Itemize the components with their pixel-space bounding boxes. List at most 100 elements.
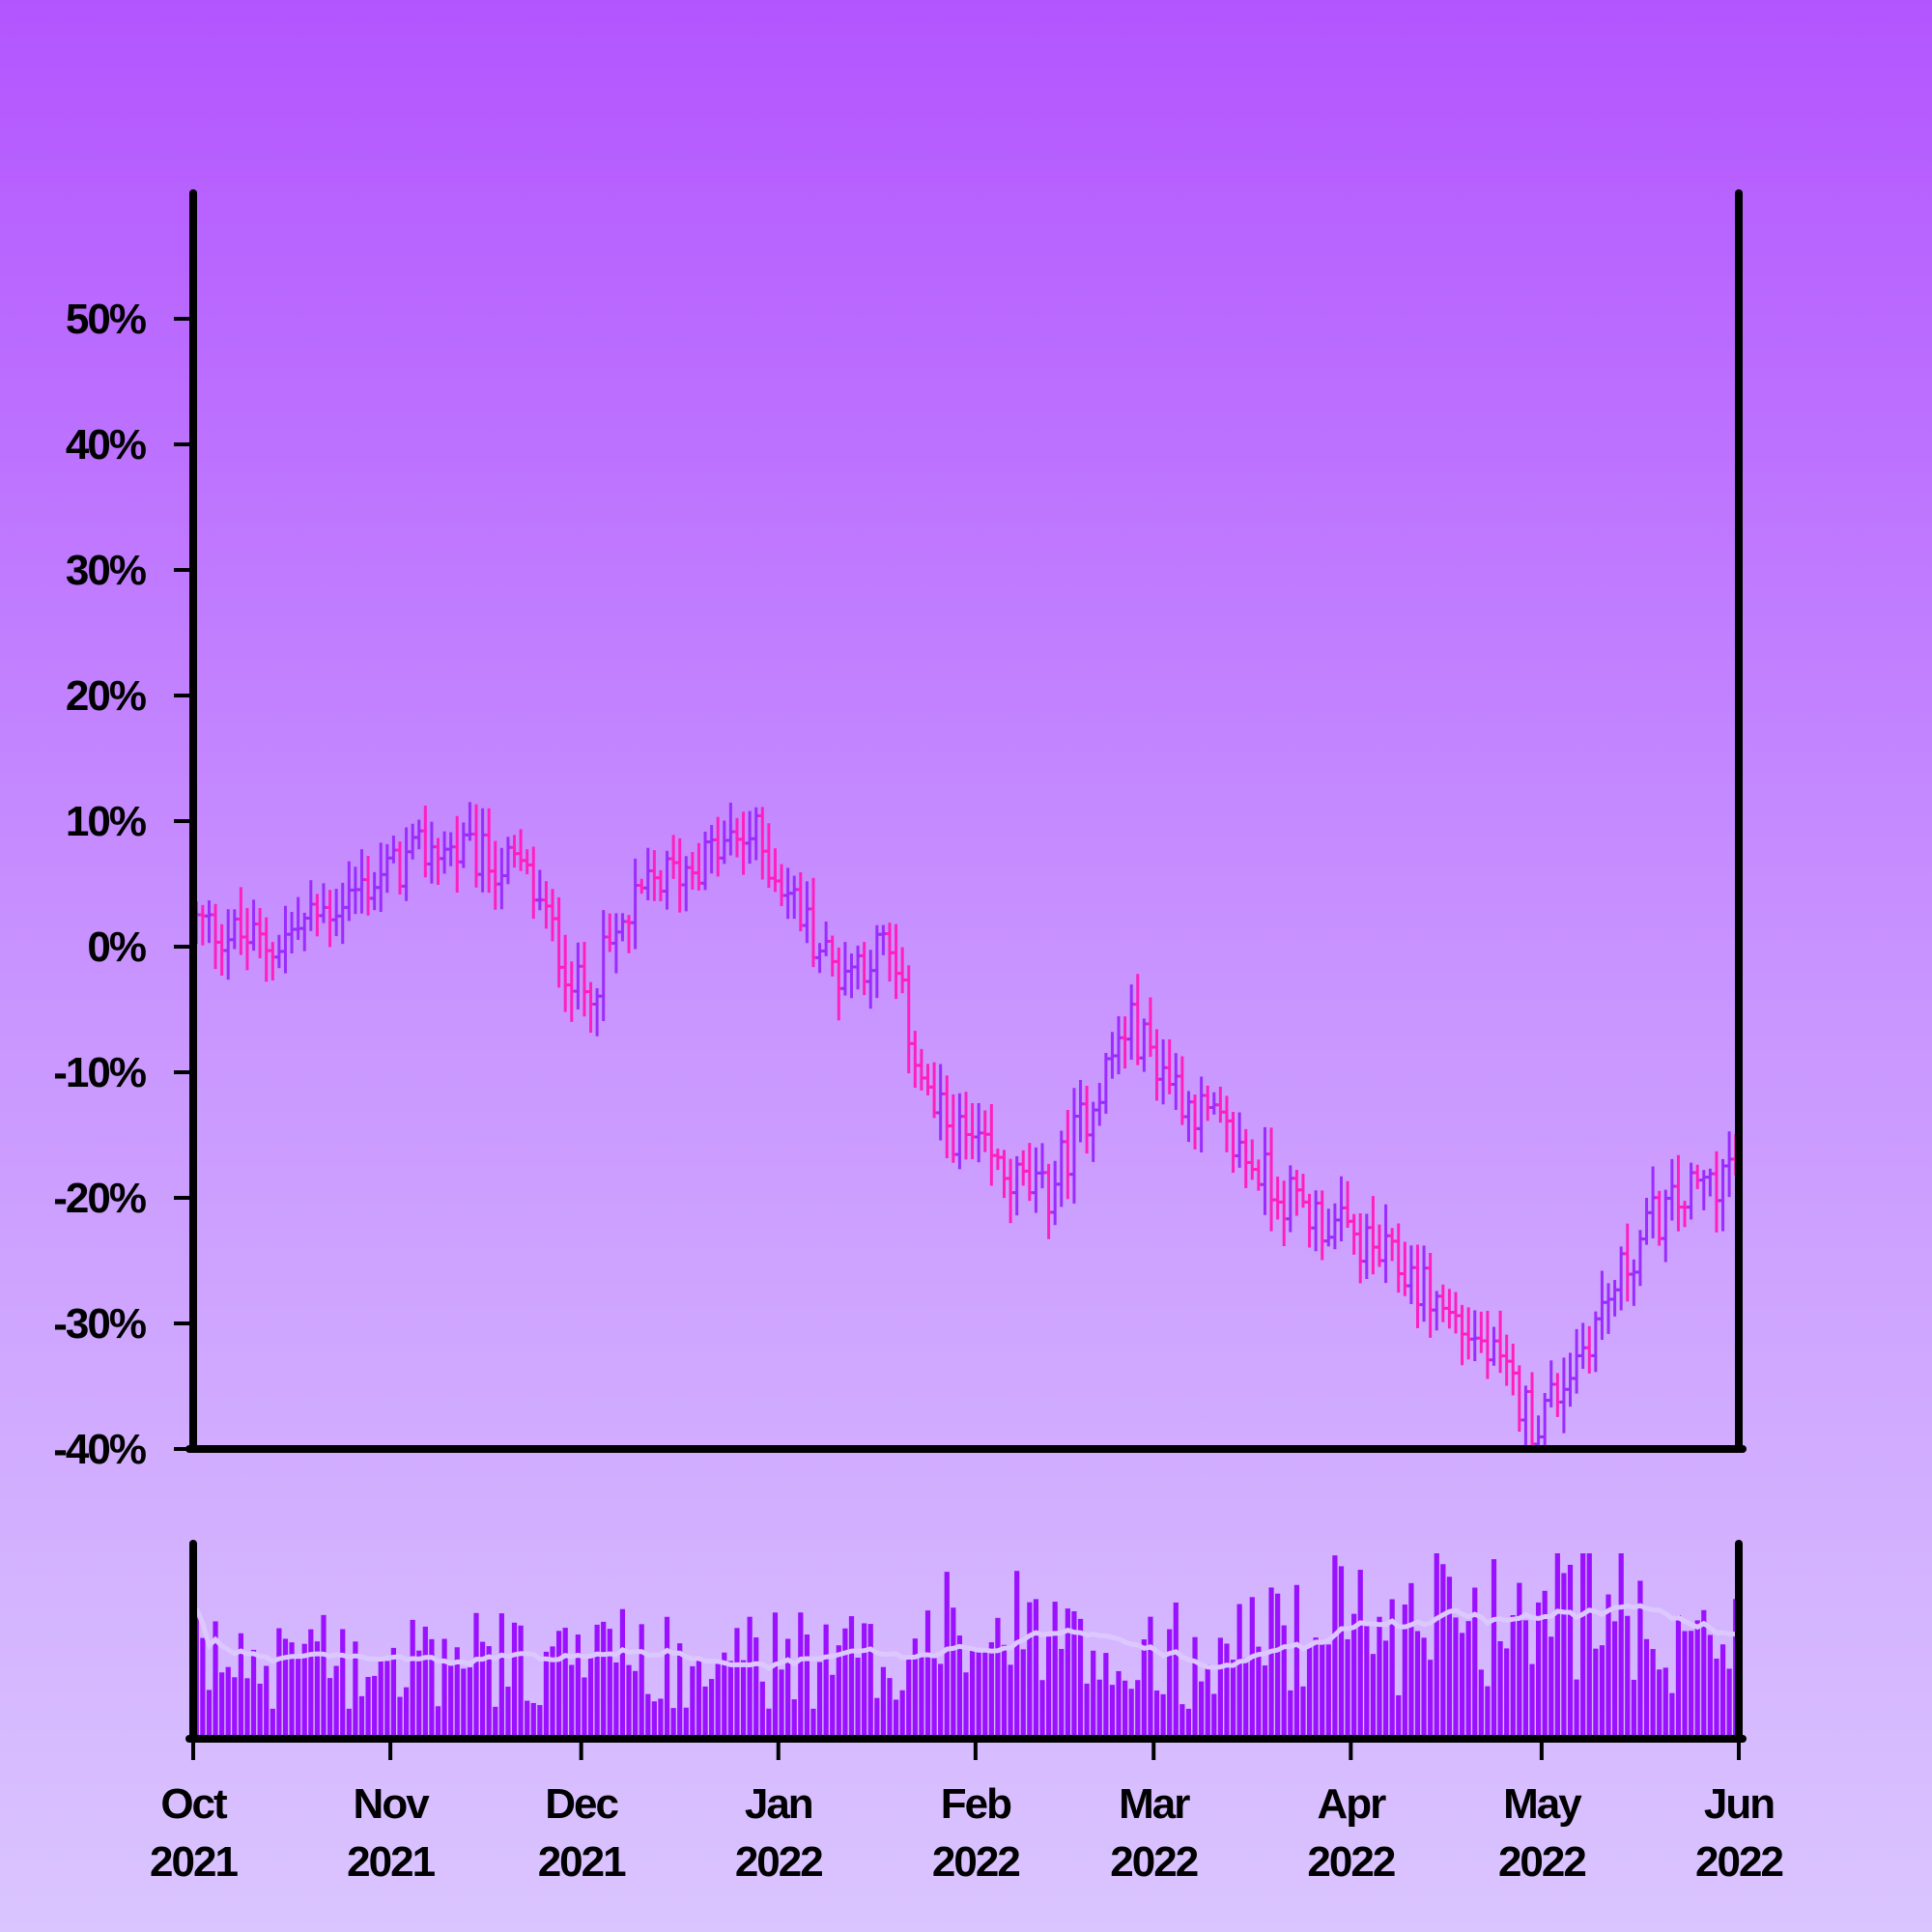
ohlc-bar (1069, 1088, 1078, 1204)
ohlc-bar (904, 965, 913, 1074)
ohlc-bar (1578, 1322, 1587, 1370)
ohlc-bar (1559, 1357, 1568, 1434)
ohlc-bar (1101, 1053, 1110, 1114)
volume-bar (734, 1628, 740, 1737)
ohlc-bar (790, 875, 799, 920)
volume-bar (518, 1625, 524, 1737)
volume-moving-average (194, 1603, 1736, 1672)
volume-bar (1077, 1618, 1084, 1737)
volume-bar (1542, 1590, 1548, 1737)
ohlc-bar (586, 981, 595, 1034)
ohlc-bar (835, 947, 843, 1021)
ohlc-bar (1693, 1164, 1702, 1189)
volume-bar (1453, 1617, 1459, 1737)
ohlc-bar (1133, 974, 1142, 1065)
ohlc-bar (638, 878, 646, 895)
volume-bar (441, 1638, 447, 1737)
volume-bar (677, 1643, 683, 1737)
volume-bar (1306, 1645, 1313, 1737)
ohlc-bar (872, 924, 881, 999)
ohlc-bar (1127, 984, 1136, 1061)
volume-bar (365, 1676, 371, 1737)
volume-bar (562, 1628, 568, 1737)
volume-bar (587, 1656, 594, 1737)
x-tick-label-month: Apr (1317, 1780, 1386, 1828)
ohlc-bar (993, 1149, 1002, 1171)
ohlc-bar (402, 827, 411, 901)
ohlc-bar (1681, 1201, 1690, 1228)
volume-bar (314, 1641, 320, 1737)
ohlc-bar (1236, 1112, 1244, 1168)
ohlc-bar (1293, 1170, 1301, 1216)
volume-bar (1205, 1664, 1210, 1737)
ohlc-bar (1369, 1196, 1378, 1275)
volume-bar (690, 1665, 696, 1737)
volume-bar (747, 1616, 753, 1737)
ohlc-bar (854, 945, 863, 990)
volume-bar (1173, 1602, 1179, 1737)
ohlc-bar (1598, 1270, 1606, 1340)
ohlc-bar (707, 825, 716, 874)
volume-bar (403, 1687, 410, 1737)
volume-bar (874, 1697, 880, 1737)
ohlc-bar (383, 843, 391, 894)
volume-bar (670, 1708, 676, 1737)
volume-bar (321, 1614, 327, 1737)
ohlc-bar (370, 871, 379, 911)
ohlc-bar (1528, 1372, 1537, 1447)
volume-bar (1434, 1553, 1439, 1737)
ohlc-bar (554, 896, 563, 988)
ohlc-bar (1642, 1197, 1651, 1245)
volume-bar (276, 1628, 282, 1737)
ohlc-bar (332, 889, 341, 937)
ohlc-bar (1197, 1076, 1206, 1153)
volume-bar (880, 1666, 887, 1737)
volume-bar (1554, 1553, 1560, 1737)
volume-bar (830, 1674, 836, 1737)
ohlc-bar (237, 887, 245, 955)
volume-bar (1370, 1654, 1376, 1737)
ohlc-bar (1401, 1241, 1409, 1296)
volume-bar (1300, 1686, 1306, 1737)
volume-bar (1694, 1620, 1700, 1737)
y-tick-label: -20% (53, 1175, 146, 1222)
volume-bar (1428, 1660, 1434, 1737)
volume-bar (1682, 1631, 1688, 1737)
volume-bar (683, 1707, 689, 1737)
volume-bar (238, 1633, 243, 1737)
volume-bar (976, 1648, 981, 1737)
ohlc-bar (778, 864, 786, 907)
volume-bar (461, 1668, 467, 1737)
volume-bar (702, 1686, 708, 1737)
ohlc-bar (618, 913, 627, 942)
volume-bar (1402, 1604, 1407, 1737)
x-tick-label-month: Oct (160, 1780, 228, 1828)
volume-bar (308, 1629, 314, 1737)
volume-panel: Oct 2021 Nov 2021 Dec 2021 Jan 2022 Feb 2022 Mar 20… (150, 1540, 1784, 1886)
ohlc-bar (1286, 1165, 1294, 1233)
ohlc-bar (631, 858, 639, 950)
ohlc-bar (879, 924, 888, 955)
volume-bar (1478, 1669, 1484, 1737)
ohlc-bar (1649, 1166, 1658, 1238)
ohlc-bar (606, 913, 614, 952)
volume-bar (1122, 1680, 1128, 1737)
volume-bar (467, 1667, 473, 1737)
ohlc-bar (1152, 1029, 1161, 1101)
volume-bar (358, 1695, 365, 1737)
volume-bar (1377, 1616, 1382, 1737)
ohlc-bar (414, 819, 423, 850)
ohlc-bar (1483, 1311, 1492, 1379)
volume-bar (1689, 1631, 1694, 1737)
volume-bar (709, 1679, 715, 1737)
volume-bar (1408, 1582, 1414, 1737)
x-tick-label-year: 2022 (1307, 1838, 1394, 1886)
x-tick-label-month: Dec (545, 1780, 618, 1828)
volume-bar (537, 1705, 543, 1737)
ohlc-bar (1083, 1085, 1092, 1154)
volume-bar (1662, 1667, 1668, 1737)
ohlc-bar (1095, 1083, 1104, 1126)
volume-bar (995, 1617, 1001, 1737)
volume-bar (804, 1634, 810, 1737)
